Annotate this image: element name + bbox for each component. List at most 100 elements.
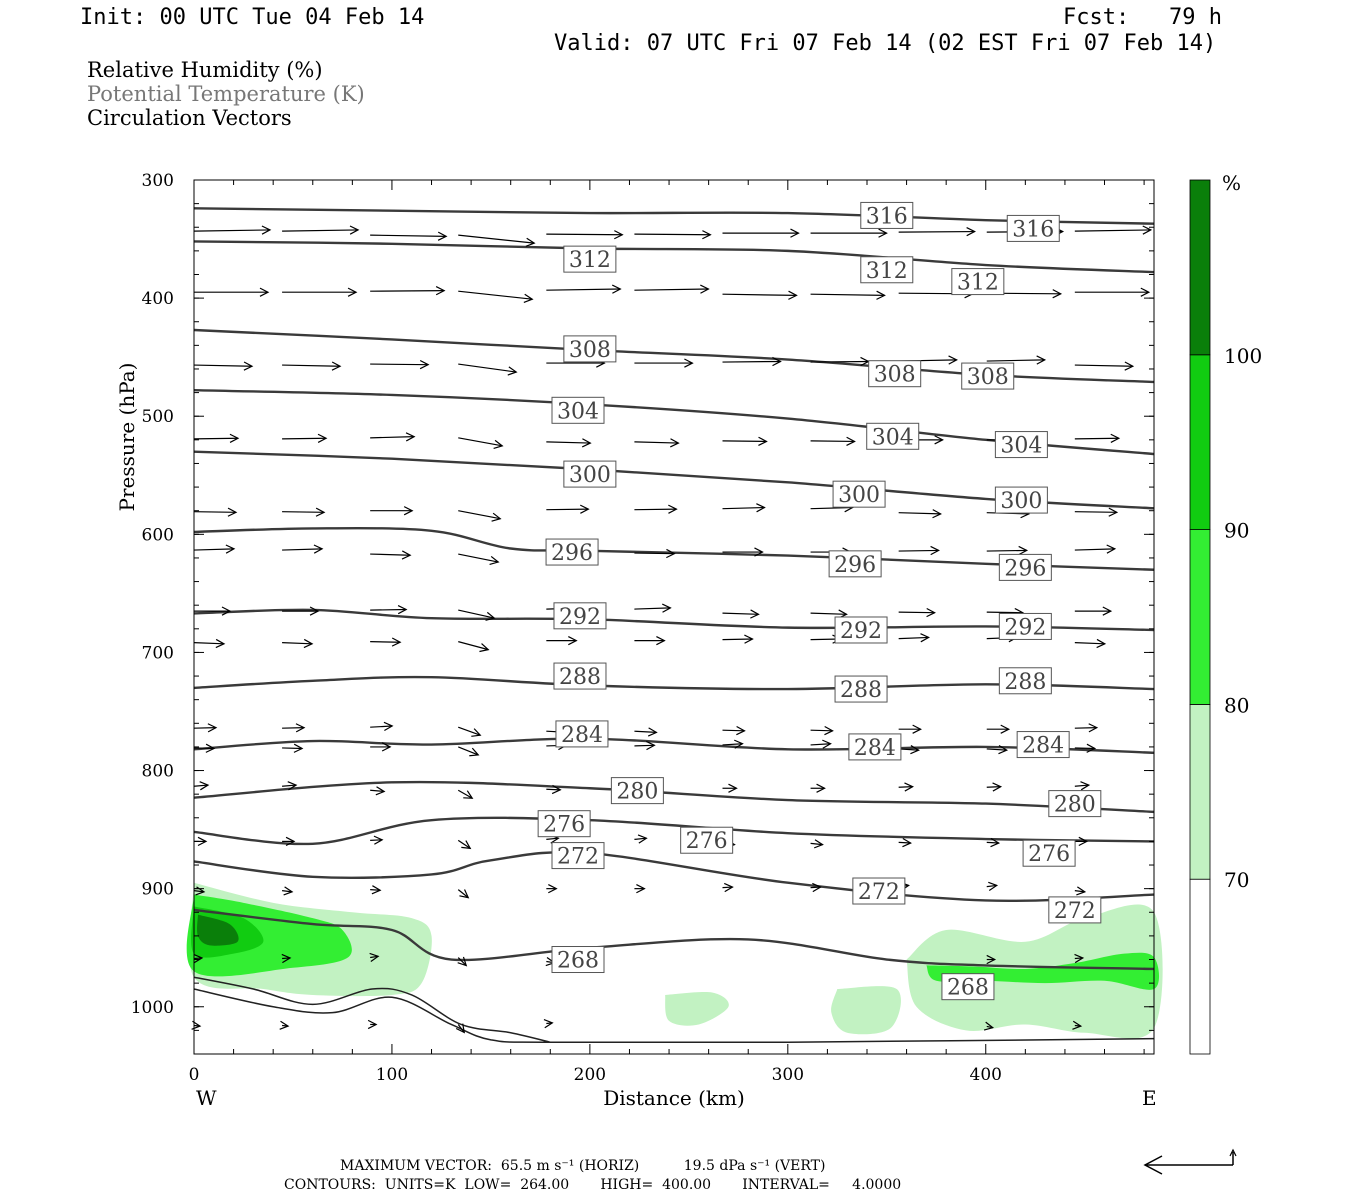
contour-label: 292	[559, 605, 601, 630]
vector-shaft	[810, 842, 823, 846]
contour-label: 284	[1022, 734, 1064, 759]
vector-shaft	[370, 553, 411, 556]
contour-label-box	[998, 667, 1052, 695]
vector-head	[1106, 544, 1117, 554]
vector-head	[455, 1023, 466, 1034]
vector-shaft	[282, 437, 327, 440]
vector-shaft	[1074, 437, 1119, 440]
vector-head	[822, 739, 832, 749]
vector-shaft	[193, 548, 235, 551]
x-tick-label: 0	[189, 1065, 200, 1085]
vector-shaft	[810, 293, 885, 297]
ref-vector-head	[1143, 1155, 1163, 1175]
vector-shaft	[810, 360, 869, 363]
contour-label: 268	[557, 949, 599, 974]
vector-shaft	[282, 727, 305, 729]
colorbar-segment	[1189, 179, 1211, 356]
contour-label-box	[828, 550, 882, 578]
vector-head	[381, 742, 392, 752]
vector-head	[983, 1021, 995, 1031]
theta-contour-284	[193, 737, 1155, 755]
vector-shaft	[898, 611, 935, 614]
vector-head	[790, 228, 800, 238]
vector-shaft	[898, 230, 975, 233]
contour-label-box	[832, 480, 886, 508]
vector-head	[756, 503, 766, 513]
vector-shaft	[1074, 957, 1083, 960]
vector-head	[227, 507, 238, 517]
vector-head	[1080, 781, 1091, 791]
contour-label: 280	[1054, 793, 1096, 818]
vector-shaft	[1074, 642, 1105, 645]
contour-note: CONTOURS: UNITS=K LOW= 264.00 HIGH= 400.…	[284, 1177, 902, 1193]
vector-head	[758, 436, 768, 446]
vector-shaft	[722, 440, 767, 443]
vector-shaft	[370, 955, 379, 959]
contour-label-box	[610, 777, 664, 805]
vector-shaft	[458, 726, 481, 736]
vector-head	[646, 740, 656, 751]
vector-shaft	[370, 608, 407, 611]
vector-head	[285, 836, 296, 847]
contour-label: 284	[854, 736, 896, 761]
vector-head	[724, 882, 734, 893]
contour-label: 312	[569, 248, 611, 273]
theta-contour-316	[193, 207, 1155, 225]
vector-shaft	[282, 548, 323, 551]
vector-shaft	[898, 786, 913, 788]
vector-head	[1086, 743, 1097, 753]
vector-head	[824, 725, 834, 736]
contour-label-box	[866, 422, 920, 450]
max-vector-note: MAXIMUM VECTOR: 65.5 m s⁻¹ (HORIZ) 19.5 …	[340, 1158, 826, 1174]
contour-label: 276	[543, 813, 585, 838]
colorbar-segment	[1189, 878, 1211, 1055]
vector-shaft	[1074, 229, 1151, 232]
y-tick-label: 600	[142, 525, 174, 545]
vector-shaft	[810, 743, 831, 746]
vector-head	[261, 225, 272, 235]
vector-shaft	[282, 229, 359, 232]
vector-head	[437, 231, 448, 241]
vector-shaft	[546, 288, 621, 291]
contour-label: 288	[559, 665, 601, 690]
theta-contour-268	[193, 908, 1155, 971]
vector-shaft	[1074, 364, 1133, 367]
vector-head	[772, 356, 782, 367]
contour-label-box	[1048, 790, 1102, 818]
contour-label: 300	[838, 483, 880, 508]
vector-shaft	[546, 837, 559, 841]
vector-shaft	[193, 727, 217, 729]
vector-head	[193, 953, 204, 964]
vector-head	[457, 956, 468, 967]
vector-head	[1108, 507, 1119, 517]
vector-head	[876, 290, 886, 300]
vector-shaft	[370, 290, 445, 292]
theta-contour-276	[193, 816, 1155, 846]
vector-head	[1142, 225, 1153, 235]
theta-contours	[193, 207, 1155, 1044]
vector-head	[700, 284, 710, 294]
vector-head	[904, 782, 914, 792]
vector-head	[525, 237, 536, 247]
vector-head	[405, 432, 416, 442]
vector-shaft	[1074, 890, 1085, 893]
vector-head	[1072, 1020, 1083, 1030]
vector-head	[813, 839, 824, 849]
terrain-line	[193, 988, 1155, 1044]
rh-region-1	[665, 992, 729, 1026]
vector-head	[207, 723, 218, 733]
vector-head	[205, 743, 216, 753]
vector-head	[491, 512, 502, 522]
rh-region-2	[831, 986, 901, 1035]
vector-shaft	[282, 642, 313, 645]
vector-head	[199, 781, 210, 791]
vector-head	[303, 638, 314, 649]
vector-shaft	[458, 290, 533, 300]
contour-label-box	[961, 362, 1015, 390]
vector-head	[1076, 886, 1087, 896]
vector-head	[902, 838, 912, 848]
vector-head	[215, 638, 226, 649]
vector-head	[397, 605, 408, 615]
y-tick-label: 500	[142, 407, 174, 427]
contour-label: 308	[569, 338, 611, 363]
